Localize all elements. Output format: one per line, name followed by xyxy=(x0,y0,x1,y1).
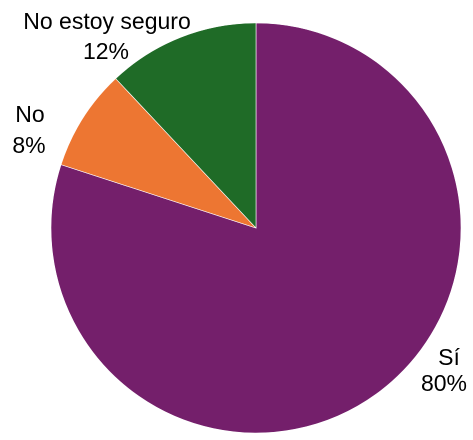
slice-label-no-estoy-seguro: No estoy seguro xyxy=(23,8,190,34)
slice-percent-no: 8% xyxy=(12,132,45,158)
slice-percent-no-estoy-seguro: 12% xyxy=(83,38,129,64)
slice-label-si: Sí xyxy=(438,344,460,370)
pie-slice-no-estoy-seguro xyxy=(115,22,257,229)
pie-slice-no xyxy=(60,78,257,229)
slice-percent-si: 80% xyxy=(421,370,467,396)
pie-labels: Sí 80% No 8% No estoy seguro 12% xyxy=(12,8,467,396)
pie-slices xyxy=(50,22,462,434)
slice-label-no: No xyxy=(15,101,44,127)
